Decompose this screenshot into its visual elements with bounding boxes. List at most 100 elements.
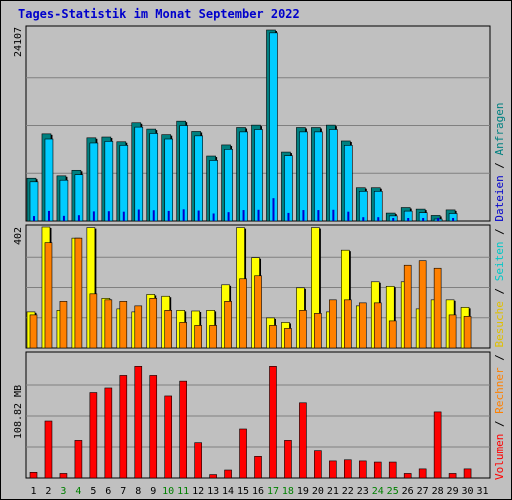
bar-dateien-23	[358, 191, 368, 222]
bar-volumen-28	[433, 411, 442, 479]
ymax-label-bottom: 108.82 MB	[13, 385, 24, 439]
bar-volumen-29	[448, 473, 457, 479]
bar-dateien-9	[149, 133, 159, 222]
bar-dateien-16	[254, 129, 263, 222]
bar-inner-16	[257, 209, 260, 221]
bar-dateien-2	[44, 138, 54, 222]
x-tick-label-28: 28	[432, 486, 444, 497]
x-tick-label-10: 10	[162, 486, 174, 497]
legend-entry-1: /	[493, 414, 506, 434]
legend-entry-0: Volumen	[493, 434, 506, 480]
bar-volumen-15	[239, 428, 247, 479]
x-tick-label-25: 25	[387, 486, 399, 497]
bar-dateien-3	[59, 179, 69, 222]
bar-rechner-24	[373, 302, 382, 349]
x-tick-label-18: 18	[282, 486, 294, 497]
bar-rechner-10	[164, 310, 173, 349]
bar-dateien-17	[269, 32, 278, 222]
bar-inner-6	[107, 211, 110, 221]
bar-dateien-7	[119, 145, 129, 222]
bar-dateien-6	[104, 141, 114, 222]
ymax-label-middle: 402	[13, 227, 24, 245]
bar-rechner-21	[329, 299, 337, 349]
bar-rechner-4	[74, 237, 83, 349]
bar-inner-10	[167, 210, 170, 221]
bar-inner-4	[77, 215, 80, 221]
bar-inner-27	[422, 218, 425, 221]
bar-volumen-12	[194, 442, 202, 479]
bar-rechner-9	[149, 298, 158, 349]
bar-rechner-16	[254, 275, 262, 349]
bar-inner-23	[362, 217, 365, 221]
bar-rechner-6	[104, 299, 113, 349]
bar-dateien-8	[134, 126, 144, 222]
bar-rechner-26	[403, 264, 412, 349]
x-tick-label-27: 27	[417, 486, 429, 497]
bar-volumen-27	[418, 468, 427, 479]
bar-volumen-1	[29, 472, 38, 479]
x-tick-label-30: 30	[462, 486, 474, 497]
ymax-label-top: 24107	[13, 27, 24, 57]
x-tick-label-12: 12	[192, 486, 204, 497]
bar-dateien-19	[299, 131, 308, 222]
bar-dateien-20	[314, 131, 323, 222]
bar-volumen-19	[299, 402, 307, 479]
bar-rechner-1	[29, 314, 38, 349]
bar-rechner-29	[448, 314, 457, 349]
bar-rechner-23	[358, 302, 367, 349]
bar-volumen-20	[314, 450, 322, 479]
bar-volumen-9	[149, 375, 158, 479]
bar-rechner-22	[344, 299, 352, 349]
bar-volumen-8	[134, 366, 143, 479]
x-tick-label-16: 16	[252, 486, 264, 497]
bar-rechner-19	[299, 310, 307, 349]
x-tick-label-2: 2	[45, 486, 51, 497]
bar-volumen-5	[89, 392, 98, 479]
bar-volumen-18	[284, 440, 292, 479]
bar-rechner-13	[209, 325, 217, 349]
x-tick-label-17: 17	[267, 486, 279, 497]
bar-rechner-7	[119, 301, 128, 349]
bar-inner-1	[33, 216, 35, 221]
x-tick-label-19: 19	[297, 486, 309, 497]
legend-entry-7: /	[493, 222, 506, 242]
x-tick-label-4: 4	[75, 486, 81, 497]
bar-dateien-5	[89, 142, 99, 222]
bar-rechner-3	[59, 301, 68, 349]
bar-dateien-14	[224, 149, 233, 222]
x-tick-label-22: 22	[342, 486, 354, 497]
bar-inner-17	[272, 198, 275, 221]
bar-rechner-11	[179, 322, 187, 349]
bar-inner-18	[287, 212, 290, 221]
bar-inner-12	[197, 210, 200, 221]
bar-rechner-25	[388, 320, 397, 349]
bar-dateien-15	[239, 131, 248, 222]
x-tick-label-15: 15	[237, 486, 249, 497]
bar-inner-11	[182, 209, 185, 221]
bar-inner-2	[47, 210, 50, 221]
bar-volumen-4	[74, 440, 83, 479]
bar-volumen-7	[119, 375, 128, 479]
bar-rechner-8	[134, 305, 143, 349]
bar-dateien-22	[344, 145, 353, 222]
bar-volumen-30	[463, 468, 472, 479]
legend-entry-3: /	[493, 348, 506, 368]
legend-entry-6: Seiten	[493, 242, 506, 282]
bar-dateien-1	[29, 181, 39, 222]
x-tick-label-24: 24	[372, 486, 384, 497]
bar-inner-8	[137, 209, 140, 221]
x-tick-label-26: 26	[402, 486, 414, 497]
bar-inner-21	[332, 209, 335, 221]
x-tick-label-3: 3	[60, 486, 66, 497]
bar-rechner-17	[269, 325, 277, 349]
legend-entry-8: Dateien	[493, 175, 506, 221]
bar-volumen-17	[269, 366, 277, 479]
bar-volumen-26	[403, 473, 412, 479]
bar-volumen-16	[254, 456, 262, 479]
bar-inner-13	[212, 213, 215, 221]
chart-title: Tages-Statistik im Monat September 2022	[18, 7, 300, 21]
bar-volumen-24	[373, 461, 382, 479]
bar-volumen-3	[59, 473, 68, 479]
x-tick-label-1: 1	[30, 486, 36, 497]
bar-rechner-5	[89, 293, 98, 349]
